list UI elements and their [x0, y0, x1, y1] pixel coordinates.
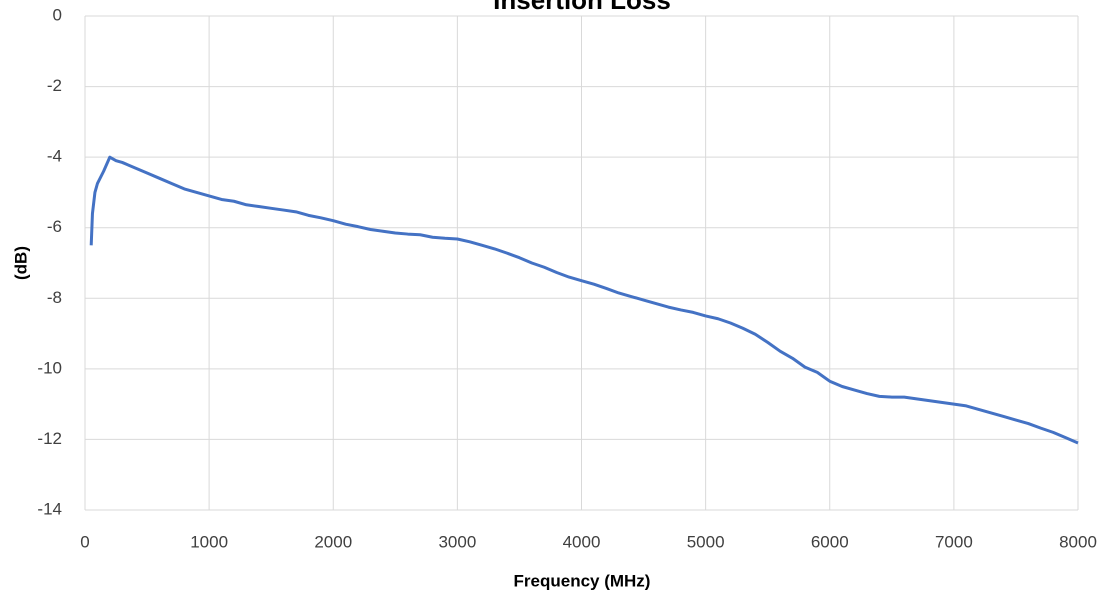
y-tick-label: -6	[47, 217, 62, 236]
y-tick-label: -4	[47, 147, 62, 166]
y-tick-label: -8	[47, 288, 62, 307]
y-tick-label: -12	[37, 429, 62, 448]
x-tick-label: 5000	[687, 532, 725, 551]
x-tick-label: 4000	[563, 532, 601, 551]
x-tick-label: 7000	[935, 532, 973, 551]
x-axis-label: Frequency (MHz)	[514, 571, 651, 590]
x-tick-label: 3000	[438, 532, 476, 551]
x-tick-label: 0	[80, 532, 89, 551]
x-tick-label: 2000	[314, 532, 352, 551]
y-tick-label: -2	[47, 76, 62, 95]
y-tick-label: 0	[53, 5, 62, 24]
x-tick-label: 1000	[190, 532, 228, 551]
data-line	[89, 155, 1079, 445]
y-tick-label: -14	[37, 499, 62, 518]
x-tick-label: 8000	[1059, 532, 1097, 551]
x-tick-label: 6000	[811, 532, 849, 551]
y-axis-label: (dB)	[11, 246, 30, 280]
y-tick-label: -10	[37, 358, 62, 377]
chart-title: Insertion Loss	[493, 0, 671, 15]
